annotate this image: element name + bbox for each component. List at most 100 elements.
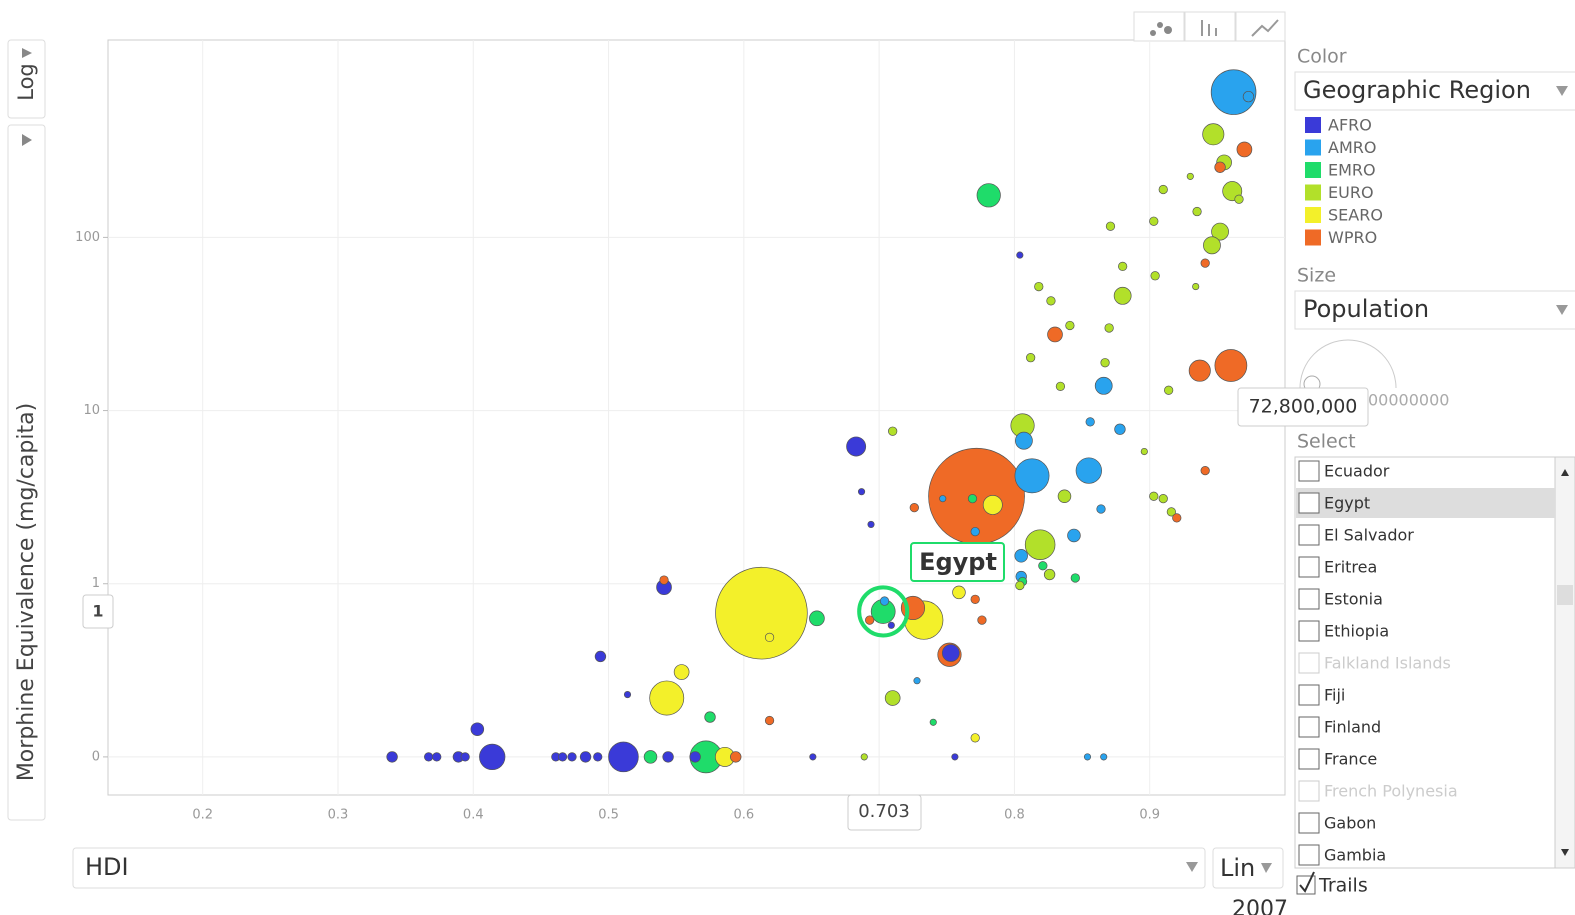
bubble	[432, 752, 442, 762]
scrollbar[interactable]	[1554, 456, 1575, 869]
legend-swatch	[1305, 139, 1321, 156]
checkbox[interactable]	[1298, 492, 1320, 514]
bubble	[1234, 194, 1244, 204]
legend-label: WPRO	[1328, 228, 1377, 247]
arrow	[22, 48, 32, 58]
overlay	[857, 585, 910, 638]
bubble	[1014, 549, 1028, 563]
bubble	[1140, 447, 1148, 456]
highlight-label: Egypt	[919, 548, 997, 576]
scroll-thumb[interactable]	[1557, 585, 1573, 605]
select-item[interactable]: Ecuador	[1324, 462, 1390, 481]
bubble	[1242, 90, 1255, 103]
select-item[interactable]: Fiji	[1324, 686, 1345, 705]
bubble	[1100, 753, 1108, 761]
bubble	[977, 615, 987, 625]
select-item[interactable]: Gabon	[1324, 814, 1376, 833]
checkbox[interactable]	[1298, 844, 1320, 866]
bubble	[1203, 236, 1221, 255]
checkbox[interactable]	[1298, 652, 1320, 674]
bubble	[1055, 381, 1066, 391]
checkbox[interactable]	[1298, 460, 1320, 482]
select-item[interactable]: French Polynesia	[1324, 782, 1458, 801]
highlight-ring	[857, 585, 910, 638]
bubble	[967, 494, 978, 504]
icon	[1251, 19, 1279, 37]
select-item[interactable]: Falkland Islands	[1324, 654, 1451, 673]
x-crosshair-label: 0.703	[858, 801, 910, 822]
checkbox[interactable]	[1298, 812, 1320, 834]
bubble	[1164, 385, 1174, 395]
size-tooltip-box	[1237, 387, 1369, 427]
select-item[interactable]: Ethiopia	[1324, 622, 1389, 641]
size-tooltip: 72,800,000	[1249, 396, 1358, 418]
bubble	[860, 753, 868, 761]
bubble	[623, 690, 632, 699]
bubble	[909, 503, 919, 513]
x-dropdown[interactable]	[72, 847, 1206, 889]
select-item[interactable]: Gambia	[1324, 846, 1386, 865]
trails-checkbox[interactable]	[1296, 875, 1316, 895]
size-scale	[1299, 339, 1397, 389]
y-tick-label: 1	[92, 576, 100, 591]
y-tick-label: 10	[83, 403, 100, 418]
checkbox[interactable]	[1298, 620, 1320, 642]
bubble	[1214, 161, 1226, 173]
bubble	[929, 718, 937, 726]
checkbox[interactable]	[1298, 716, 1320, 738]
y-scale-button[interactable]	[7, 39, 46, 119]
select-item[interactable]: El Salvador	[1324, 526, 1414, 545]
bubble	[1085, 417, 1095, 427]
select-item[interactable]: Egypt	[1324, 494, 1370, 513]
bubble	[643, 750, 658, 764]
checkbox[interactable]	[1298, 748, 1320, 770]
bubble	[1016, 251, 1024, 259]
bubble	[1192, 206, 1202, 217]
bubble	[1186, 172, 1194, 180]
checkbox[interactable]	[1298, 780, 1320, 802]
icon	[1201, 20, 1217, 36]
legend-swatch	[1305, 229, 1321, 246]
arrow	[1561, 469, 1569, 476]
x-scale-button[interactable]	[1212, 847, 1284, 889]
bubble	[662, 751, 674, 763]
select-item[interactable]: Finland	[1324, 718, 1381, 737]
select-item[interactable]: Estonia	[1324, 590, 1383, 609]
checkbox[interactable]	[1298, 588, 1320, 610]
y-crosshair-box	[82, 594, 114, 629]
select-item[interactable]: Eritrea	[1324, 558, 1377, 577]
bubble	[867, 520, 875, 528]
bubble	[764, 715, 775, 726]
bubble	[608, 741, 639, 773]
bubble	[479, 743, 506, 771]
bubble	[1210, 69, 1257, 115]
checkbox[interactable]	[1298, 556, 1320, 578]
bubble	[715, 566, 808, 660]
arrow	[1556, 305, 1568, 315]
legend-label: AMRO	[1328, 138, 1376, 157]
size-dropdown[interactable]	[1294, 290, 1575, 330]
bubble	[1104, 323, 1114, 333]
bubble	[976, 183, 1001, 208]
bubble	[764, 632, 775, 643]
bubble	[951, 753, 959, 761]
bubble	[1094, 376, 1113, 395]
bubble	[1211, 222, 1229, 241]
x-crosshair-box	[847, 794, 922, 831]
bubble	[1046, 296, 1056, 306]
checkbox[interactable]	[1298, 684, 1320, 706]
color-dropdown[interactable]	[1294, 71, 1575, 111]
bubble	[1057, 489, 1072, 504]
bubble	[1038, 561, 1048, 571]
checkbox[interactable]	[1298, 524, 1320, 546]
select-list	[1294, 456, 1575, 869]
bubble	[879, 596, 890, 606]
bubble	[567, 752, 577, 762]
bubble	[1192, 283, 1200, 291]
bubble	[1083, 753, 1092, 761]
select-item[interactable]: France	[1324, 750, 1377, 769]
y-dropdown[interactable]	[7, 124, 46, 821]
bubble	[470, 722, 485, 736]
